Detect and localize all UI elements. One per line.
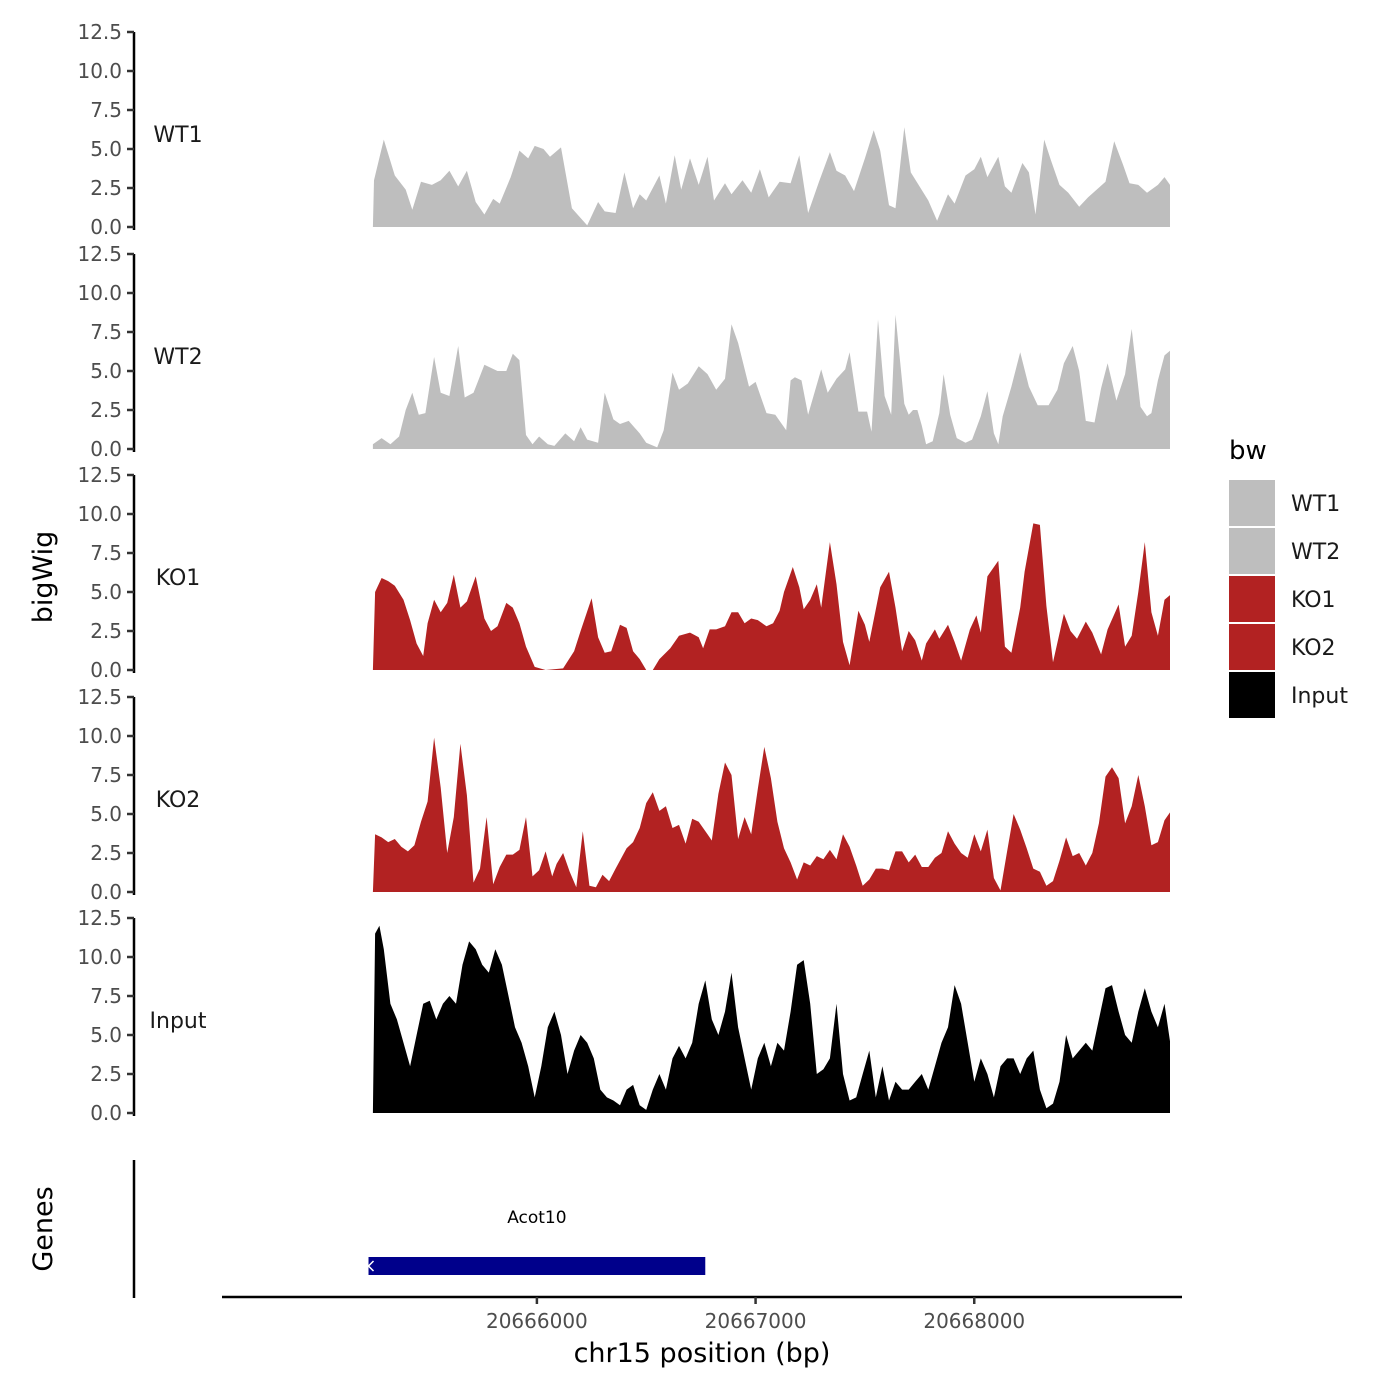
y-tick-label: 10.0 <box>77 724 122 748</box>
legend-label: KO1 <box>1291 588 1336 613</box>
x-axis: 20666000 20667000 20668000 chr15 position … <box>222 1295 1182 1369</box>
y-tick-label: 5.0 <box>90 802 122 826</box>
track-ko2: 0.0 2.5 5.0 7.5 10.0 12.5 KO2 <box>77 685 1170 904</box>
y-tick-label: 0.0 <box>90 1101 122 1125</box>
coverage-area-wt1 <box>372 127 1170 227</box>
track-label: Input <box>150 1009 207 1034</box>
gene-acot10: Acot10 <box>367 1208 706 1275</box>
coverage-area-input <box>372 925 1170 1113</box>
y-tick-label: 12.5 <box>77 242 122 266</box>
track-label: WT2 <box>153 345 202 370</box>
track-label: WT1 <box>153 123 202 148</box>
y-tick-label: 10.0 <box>77 281 122 305</box>
y-tick-label: 0.0 <box>90 658 122 682</box>
y-tick-label: 12.5 <box>77 685 122 709</box>
legend-item-ko2: KO2 <box>1229 624 1336 670</box>
legend-item-ko1: KO1 <box>1229 576 1336 622</box>
y-tick-label: 2.5 <box>90 398 122 422</box>
y-tick-label: 5.0 <box>90 359 122 383</box>
track-label: KO2 <box>156 788 201 813</box>
y-tick-label: 10.0 <box>77 59 122 83</box>
y-tick-label: 12.5 <box>77 20 122 44</box>
legend-label: KO2 <box>1291 636 1336 661</box>
y-tick-label: 2.5 <box>90 619 122 643</box>
x-axis-title: chr15 position (bp) <box>574 1338 831 1369</box>
gene-models: Acot10 <box>367 1208 706 1275</box>
strand-arrow-icon <box>367 1260 375 1272</box>
x-axis-ticks: 20666000 20667000 20668000 <box>486 1297 1025 1333</box>
legend-title: bw <box>1229 436 1267 466</box>
legend-label: Input <box>1291 684 1348 709</box>
y-tick-label: 7.5 <box>90 763 122 787</box>
legend-swatch <box>1229 624 1275 670</box>
y-tick-label: 0.0 <box>90 437 122 461</box>
x-tick-label: 20666000 <box>486 1309 588 1333</box>
y-tick-label: 5.0 <box>90 580 122 604</box>
genes-axis-title: Genes <box>28 1186 59 1271</box>
legend-label: WT1 <box>1291 492 1340 517</box>
y-tick-label: 7.5 <box>90 984 122 1008</box>
gene-body <box>368 1257 706 1275</box>
y-tick-label: 12.5 <box>77 463 122 487</box>
track-label: KO1 <box>156 566 201 591</box>
coverage-area-ko1 <box>372 523 1170 670</box>
y-axis-title: bigWig <box>28 531 59 624</box>
y-tick-label: 12.5 <box>77 906 122 930</box>
y-tick-label: 2.5 <box>90 1062 122 1086</box>
y-tick-label: 10.0 <box>77 502 122 526</box>
y-tick-label: 10.0 <box>77 945 122 969</box>
y-tick-label: 2.5 <box>90 176 122 200</box>
track-panels: 0.0 2.5 5.0 7.5 10.0 12.5 WT1 0.0 2.5 5.0 7.5 10.0 1… <box>77 20 1170 1125</box>
track-ko1: 0.0 2.5 5.0 7.5 10.0 12.5 KO1 <box>77 463 1170 682</box>
legend-item-wt1: WT1 <box>1229 480 1340 526</box>
legend-swatch <box>1229 528 1275 574</box>
y-tick-label: 5.0 <box>90 137 122 161</box>
track-wt1: 0.0 2.5 5.0 7.5 10.0 12.5 WT1 <box>77 20 1170 239</box>
y-tick-label: 7.5 <box>90 541 122 565</box>
legend-swatch <box>1229 480 1275 526</box>
legend-item-wt2: WT2 <box>1229 528 1340 574</box>
legend-swatch <box>1229 576 1275 622</box>
coverage-area-ko2 <box>372 737 1170 892</box>
x-tick-label: 20668000 <box>923 1309 1025 1333</box>
coverage-area-wt2 <box>372 314 1170 449</box>
y-tick-label: 5.0 <box>90 1023 122 1047</box>
track-wt2: 0.0 2.5 5.0 7.5 10.0 12.5 WT2 <box>77 242 1170 461</box>
legend-swatch <box>1229 672 1275 718</box>
y-tick-label: 7.5 <box>90 320 122 344</box>
y-tick-label: 7.5 <box>90 98 122 122</box>
y-tick-label: 2.5 <box>90 841 122 865</box>
gene-label: Acot10 <box>507 1208 566 1228</box>
legend-item-input: Input <box>1229 672 1348 718</box>
track-input: 0.0 2.5 5.0 7.5 10.0 12.5 Input <box>77 906 1170 1125</box>
y-tick-label: 0.0 <box>90 215 122 239</box>
legend-label: WT2 <box>1291 540 1340 565</box>
x-tick-label: 20667000 <box>705 1309 807 1333</box>
legend: bw WT1 WT2 KO1 KO2 Input <box>1229 436 1348 718</box>
genes-panel: Genes Acot10 <box>28 1160 706 1298</box>
y-tick-label: 0.0 <box>90 880 122 904</box>
